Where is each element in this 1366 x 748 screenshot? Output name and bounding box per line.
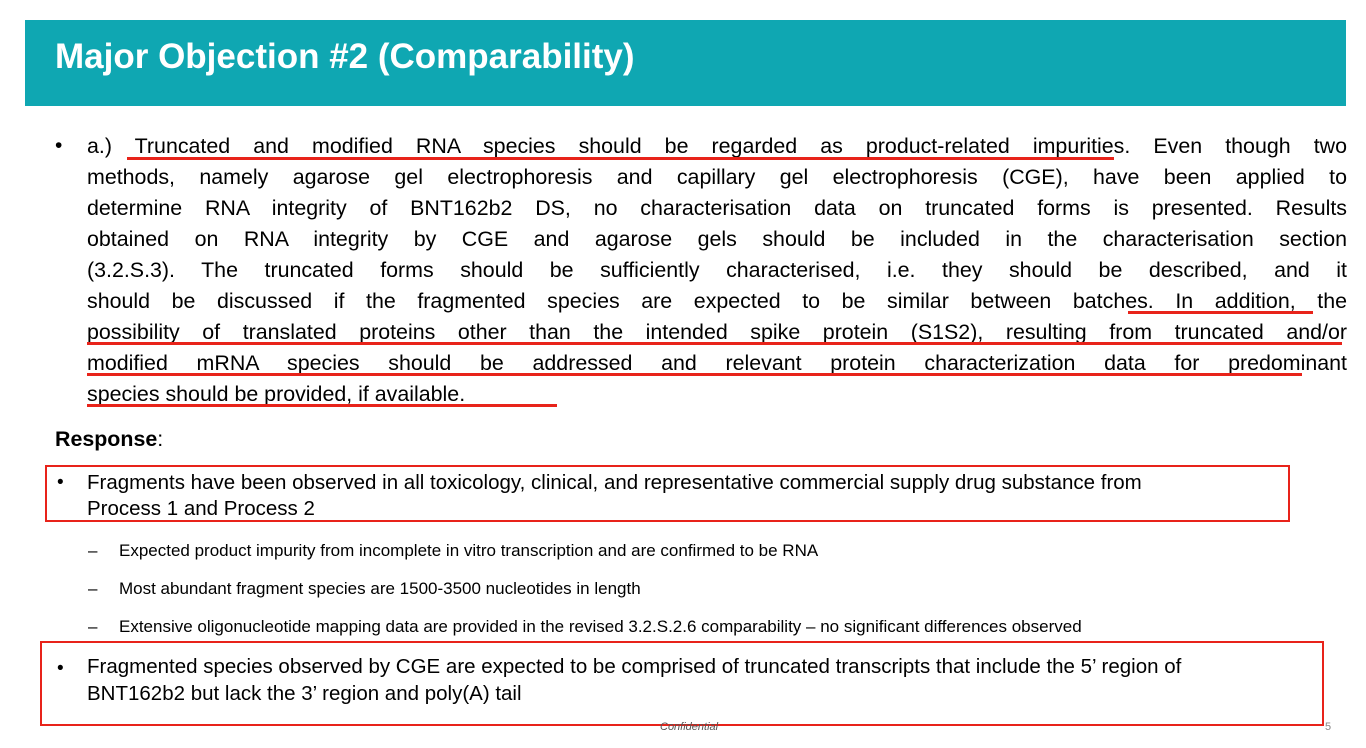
page-number: 5 <box>1325 721 1332 733</box>
response-label: Response <box>55 427 158 451</box>
title-bar: Major Objection #2 (Comparability) <box>25 20 1346 106</box>
red-underline-2 <box>1128 311 1313 314</box>
dash-2: – <box>88 579 98 598</box>
dash-3: – <box>88 617 98 636</box>
response-colon: : <box>157 427 164 451</box>
objection-line-6: should be discussed if the fragmented sp… <box>87 289 1347 313</box>
response-heading: Response: <box>55 425 163 453</box>
red-box-1 <box>45 465 1290 522</box>
objection-line-8: modified mRNA species should be addresse… <box>87 351 1347 375</box>
response-1-line-2: Process 1 and Process 2 <box>87 497 315 520</box>
bullet-response-2: • <box>57 658 64 679</box>
footer-confidential: Confidential <box>660 721 719 733</box>
response-2-line-2: BNT162b2 but lack the 3’ region and poly… <box>87 682 522 705</box>
red-underline-1 <box>127 157 1114 160</box>
slide-title: Major Objection #2 (Comparability) <box>55 37 635 76</box>
sub-point-3: Extensive oligonucleotide mapping data a… <box>119 617 1082 636</box>
objection-line-9: species should be provided, if available… <box>87 382 466 406</box>
response-2-line-1: Fragmented species observed by CGE are e… <box>87 655 1182 678</box>
objection-line-4: obtained on RNA integrity by CGE and aga… <box>87 227 1347 251</box>
objection-line-3: determine RNA integrity of BNT162b2 DS, … <box>87 196 1347 220</box>
red-box-2 <box>40 641 1324 726</box>
red-underline-3 <box>87 342 1342 345</box>
red-underline-5 <box>87 404 557 407</box>
bullet-response-1: • <box>57 472 64 493</box>
objection-paragraph: a.) Truncated and modified RNA species s… <box>87 131 1347 410</box>
objection-line-2: methods, namely agarose gel electrophore… <box>87 165 1347 189</box>
sub-point-2: Most abundant fragment species are 1500-… <box>119 579 641 598</box>
objection-line-7: possibility of translated proteins other… <box>87 320 1347 344</box>
red-underline-4 <box>87 373 1302 376</box>
response-1-line-1: Fragments have been observed in all toxi… <box>87 471 1142 494</box>
dash-1: – <box>88 541 98 560</box>
objection-line-1: a.) Truncated and modified RNA species s… <box>87 134 1347 158</box>
objection-line-5: (3.2.S.3). The truncated forms should be… <box>87 258 1347 282</box>
bullet-objection: • <box>55 134 63 157</box>
sub-point-1: Expected product impurity from incomplet… <box>119 541 819 560</box>
